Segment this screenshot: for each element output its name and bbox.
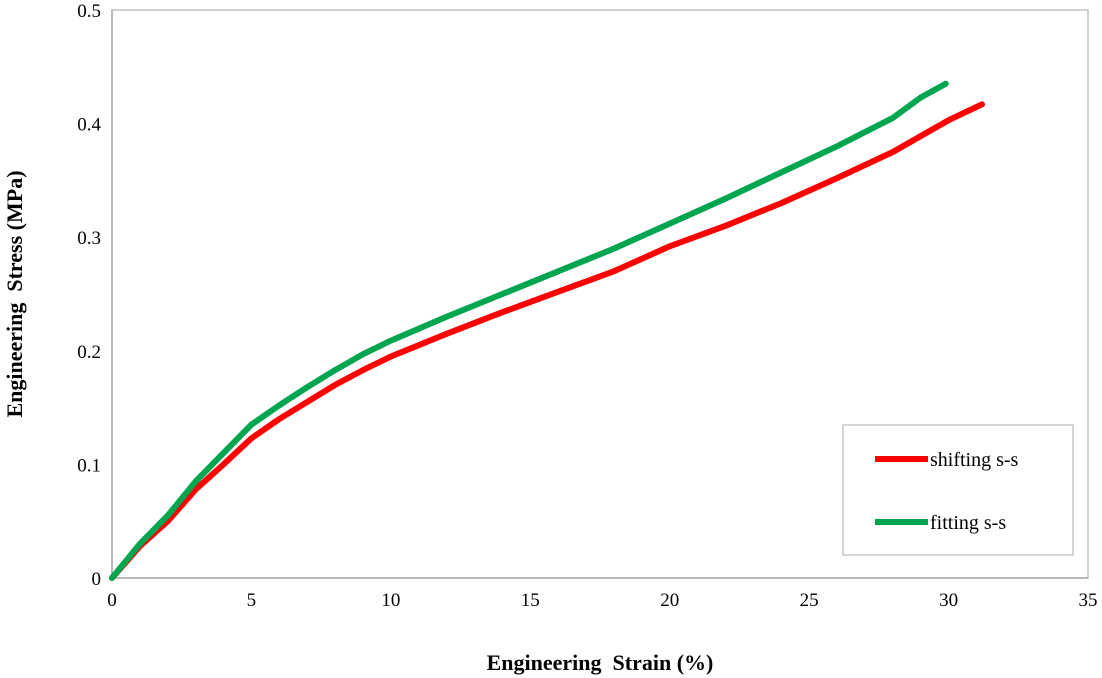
y-axis-title: Engineering Stress (MPa) bbox=[2, 170, 27, 417]
y-tick-label: 0 bbox=[92, 569, 102, 590]
x-tick-label: 10 bbox=[381, 590, 400, 611]
x-tick-label: 20 bbox=[660, 590, 679, 611]
legend-label-fitting: fitting s-s bbox=[930, 512, 1006, 534]
series-line-shifting bbox=[109, 101, 985, 581]
legend-label-shifting: shifting s-s bbox=[930, 449, 1019, 471]
y-tick-label: 0.2 bbox=[77, 342, 101, 363]
legend: shifting s-s fitting s-s bbox=[842, 424, 1074, 556]
y-tick-label: 0.3 bbox=[77, 228, 101, 249]
x-axis-title: Engineering Strain (%) bbox=[487, 650, 714, 675]
x-tick-label: 25 bbox=[800, 590, 819, 611]
y-tick-label: 0.4 bbox=[77, 115, 101, 136]
legend-box bbox=[842, 424, 1074, 556]
x-tick-label: 15 bbox=[521, 590, 540, 611]
series-line-fitting bbox=[109, 80, 949, 581]
x-tick-label: 5 bbox=[247, 590, 257, 611]
y-tick-label: 0.1 bbox=[77, 455, 101, 476]
x-tick-label: 35 bbox=[1079, 590, 1098, 611]
x-tick-label: 0 bbox=[107, 590, 117, 611]
y-tick-label: 0.5 bbox=[77, 1, 101, 22]
x-tick-label: 30 bbox=[939, 590, 958, 611]
